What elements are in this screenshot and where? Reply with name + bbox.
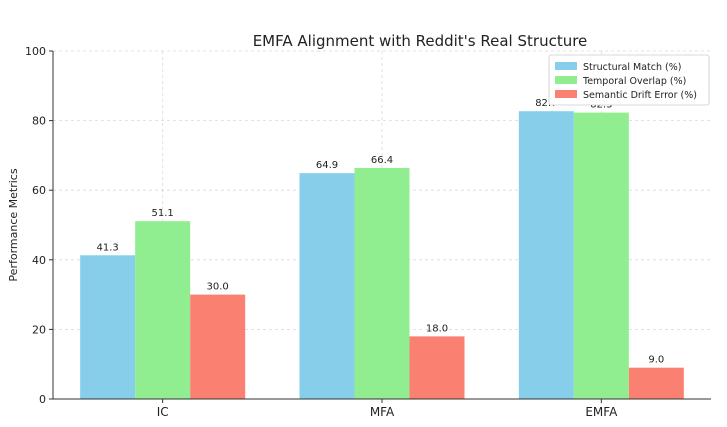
y-tick-label: 0 [39, 393, 46, 406]
bar [80, 255, 136, 399]
data-label: 82.7 [535, 98, 557, 109]
y-axis-label: Performance Metrics [7, 168, 20, 281]
bar [518, 111, 574, 399]
data-label: 66.4 [371, 155, 393, 166]
data-label: 41.3 [97, 242, 119, 253]
y-tick-label: 20 [32, 323, 46, 336]
data-label: 64.9 [316, 160, 338, 171]
y-tick-label: 80 [32, 115, 46, 128]
legend-box [548, 54, 710, 106]
data-label: 18.0 [426, 323, 448, 334]
axes: 0 20 40 60 80 100 IC MFA EMFA [25, 45, 711, 419]
y-tick-label: 60 [32, 184, 46, 197]
bars [80, 111, 684, 399]
data-label: 30.0 [207, 282, 229, 293]
bar [299, 173, 355, 399]
bar [573, 112, 629, 399]
bar [628, 367, 684, 399]
y-tick-label: 100 [25, 45, 46, 58]
x-tick-label: MFA [370, 405, 395, 419]
legend-swatch [555, 76, 577, 84]
legend-entry: Semantic Drift Error (%) [583, 90, 697, 101]
bar [190, 294, 246, 399]
chart-title: EMFA Alignment with Reddit's Real Struct… [253, 32, 588, 50]
bar [409, 336, 465, 399]
legend-swatch [555, 90, 577, 98]
x-tick-label: IC [157, 405, 169, 419]
y-tick-label: 40 [32, 254, 46, 267]
legend-swatch [555, 62, 577, 70]
legend: Structural Match (%) Temporal Overlap (%)… [548, 54, 710, 106]
legend-entry: Temporal Overlap (%) [582, 76, 686, 87]
bar [354, 167, 410, 399]
data-label: 51.1 [152, 208, 174, 219]
bar [135, 221, 191, 399]
data-label: 9.0 [648, 355, 664, 366]
legend-entry: Structural Match (%) [583, 62, 681, 73]
x-tick-label: EMFA [585, 405, 618, 419]
